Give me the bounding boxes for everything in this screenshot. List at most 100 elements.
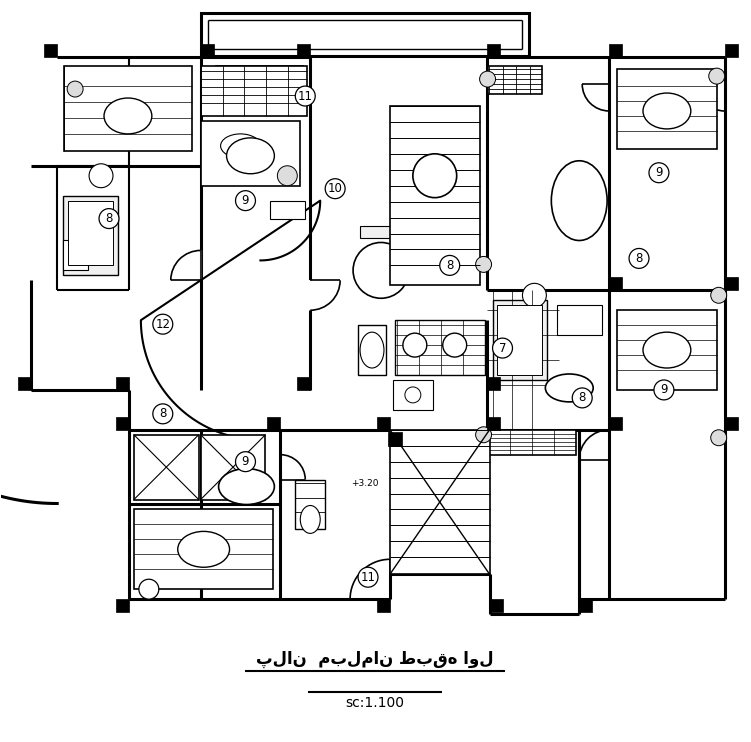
Bar [393,380,433,410]
Circle shape [295,86,315,106]
Bar [377,417,390,430]
Bar [487,377,499,390]
Circle shape [67,81,83,97]
Text: 8: 8 [105,212,113,225]
Bar [609,417,622,430]
Circle shape [236,452,255,472]
Bar [297,45,310,57]
Text: 10: 10 [327,183,342,195]
Circle shape [440,255,460,275]
Text: 8: 8 [635,252,643,265]
Circle shape [493,338,512,358]
Circle shape [325,179,345,199]
Bar [201,45,213,57]
Bar [487,45,499,57]
Text: 7: 7 [499,341,506,355]
Circle shape [443,333,466,357]
Bar [388,432,402,446]
Bar [725,45,737,57]
Bar [18,377,32,390]
Bar [297,377,310,390]
Circle shape [572,388,593,408]
Bar [487,66,542,94]
Bar [358,325,386,375]
Ellipse shape [104,98,152,134]
Bar [725,417,737,430]
Circle shape [236,191,255,211]
Bar [201,66,307,116]
Bar [116,377,129,390]
Circle shape [358,568,378,587]
Bar [377,599,390,612]
Bar [390,430,490,574]
Ellipse shape [643,332,691,368]
Ellipse shape [221,134,261,158]
Bar [557,305,602,335]
Bar [116,599,129,612]
Bar [490,599,502,612]
Circle shape [277,165,297,186]
Bar [295,479,325,529]
Circle shape [710,287,727,303]
Ellipse shape [227,138,274,174]
Circle shape [99,209,119,229]
Bar [487,430,576,455]
Text: +3.20: +3.20 [351,479,379,488]
Circle shape [480,71,496,87]
Bar [201,13,529,56]
Bar [395,321,484,375]
Circle shape [413,154,457,197]
Circle shape [475,257,492,272]
Bar [270,200,305,219]
Bar [390,106,480,286]
Text: 11: 11 [360,571,376,584]
Circle shape [153,404,173,424]
Bar [617,69,716,149]
Bar [267,417,280,430]
Circle shape [709,68,725,84]
Bar [64,66,192,151]
Circle shape [475,427,492,443]
Bar [134,435,199,499]
Circle shape [523,283,547,307]
Circle shape [353,243,409,298]
Ellipse shape [643,93,691,129]
Text: پلان  مبلمان طبقه اول: پلان مبلمان طبقه اول [256,650,494,668]
Circle shape [710,430,727,446]
Circle shape [89,164,113,188]
Ellipse shape [178,531,230,568]
Ellipse shape [219,469,274,505]
Bar [360,226,410,237]
Text: 8: 8 [446,259,454,272]
Ellipse shape [551,161,607,240]
Bar [609,45,622,57]
Bar [493,301,547,380]
Bar [579,599,593,612]
Bar [63,196,118,275]
Circle shape [405,387,421,403]
Text: 8: 8 [159,407,167,420]
Bar [201,435,265,499]
Text: 12: 12 [155,318,170,331]
Text: 8: 8 [578,391,586,404]
Bar [216,131,265,161]
Bar [216,66,303,96]
Text: 9: 9 [655,166,662,180]
Bar [116,417,129,430]
Bar [44,45,57,57]
Bar [617,310,716,390]
Ellipse shape [360,332,384,368]
Bar [63,240,88,270]
Bar [68,200,113,266]
Bar [201,121,300,186]
Circle shape [654,380,674,400]
Circle shape [139,580,158,599]
Ellipse shape [545,374,593,402]
Circle shape [403,333,427,357]
Circle shape [649,162,669,183]
Text: 9: 9 [242,455,249,468]
Circle shape [629,249,649,269]
Text: 9: 9 [660,384,668,396]
Text: sc:1.100: sc:1.100 [345,696,405,710]
Text: 9: 9 [242,194,249,207]
